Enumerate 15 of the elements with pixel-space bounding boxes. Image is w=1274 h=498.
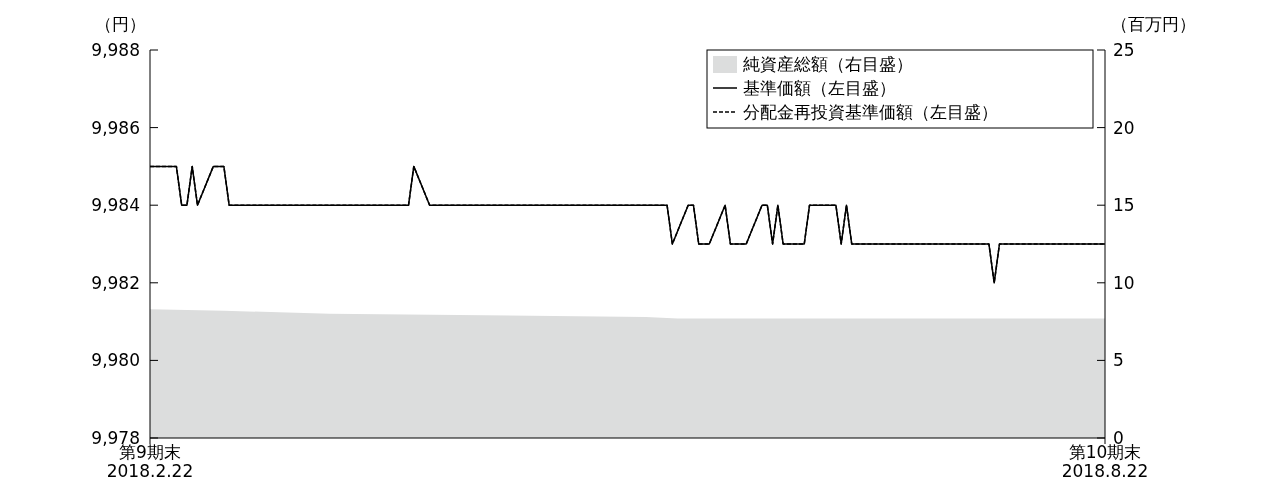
legend-label: 分配金再投資基準価額（左目盛） — [743, 102, 998, 122]
y2-tick-label: 5 — [1113, 350, 1124, 371]
y2-tick-label: 25 — [1113, 40, 1135, 60]
y-tick-label: 9,982 — [91, 272, 140, 293]
y-axis-title: （円） — [94, 14, 146, 34]
legend-label: 基準価額（左目盛） — [743, 78, 896, 98]
y-tick-label: 9,980 — [91, 350, 140, 371]
y-tick-label: 9,986 — [91, 117, 140, 138]
y2-tick-label: 15 — [1113, 195, 1135, 216]
y2-axis-title: （百万円） — [1110, 14, 1196, 34]
y-tick-label: 9,988 — [91, 40, 140, 60]
y-tick-label: 9,984 — [91, 195, 140, 216]
y2-tick-label: 20 — [1113, 117, 1135, 138]
y2-tick-label: 10 — [1113, 272, 1135, 293]
legend-label: 純資産総額（右目盛） — [743, 54, 913, 74]
